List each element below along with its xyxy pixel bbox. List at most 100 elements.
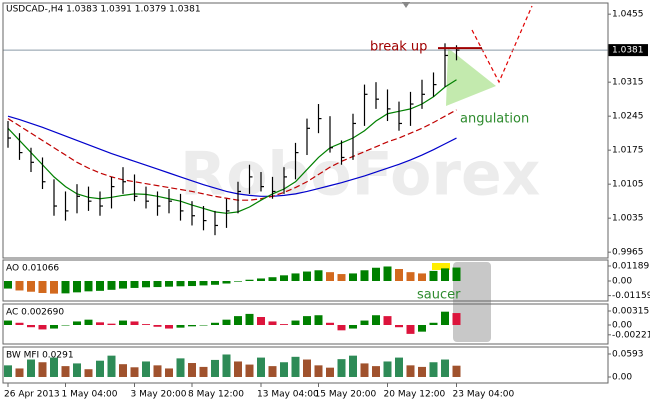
histogram-bar [50, 280, 58, 294]
histogram-bar [222, 354, 231, 377]
histogram-bar [452, 313, 461, 325]
histogram-bar [107, 323, 116, 325]
histogram-bar [4, 365, 12, 377]
histogram-bar [199, 324, 208, 326]
histogram-bar [234, 316, 242, 325]
current-price-box [608, 44, 648, 57]
histogram-bar [406, 324, 415, 334]
histogram-bar [280, 275, 288, 281]
histogram-bar [441, 268, 449, 281]
histogram-bar [280, 324, 288, 325]
histogram-bar [130, 367, 139, 377]
x-tick-label: 26 Apr 2013 [4, 390, 60, 400]
y-tick-label: 1.0105 [612, 180, 644, 190]
x-tick-label: 3 May 20:00 [131, 390, 187, 400]
x-tick-label: 8 May 12:00 [188, 390, 244, 400]
histogram-bar [73, 363, 81, 377]
histogram-bar [73, 321, 81, 325]
histogram-bar [245, 313, 254, 325]
histogram-bar [268, 321, 277, 325]
histogram-bar [188, 324, 196, 327]
histogram-bar [360, 270, 369, 281]
x-tick-label: 23 May 04:00 [453, 390, 515, 400]
histogram-bar [429, 322, 438, 325]
histogram-bar [27, 359, 35, 377]
histogram-bar [234, 280, 242, 282]
histogram-bar [406, 365, 415, 377]
projection [471, 5, 533, 84]
histogram-bar [15, 322, 24, 325]
histogram-bar [395, 269, 403, 281]
panel-title: BW MFI 0.0291 [6, 351, 74, 361]
histogram-bar [268, 366, 277, 377]
histogram-bar [452, 267, 461, 281]
histogram-bar [245, 279, 254, 281]
y-tick-label: 1.0035 [612, 214, 644, 224]
histogram-bar [326, 322, 334, 325]
histogram-bar [349, 355, 357, 377]
histogram-bar [326, 272, 334, 281]
histogram-bar [176, 358, 185, 377]
y-tick-label: 1.0245 [612, 112, 644, 122]
histogram-bar [418, 273, 426, 281]
plot-layer: 1.0455 1.0315 1.0245 1.0175 1.0105 1.0035 0.99… [3, 10, 650, 400]
histogram-bar [142, 361, 150, 377]
histogram-bar [176, 280, 185, 287]
histogram-bar [107, 280, 116, 290]
histogram-bar [84, 369, 93, 377]
histogram-bar [314, 315, 323, 325]
histogram-bar [130, 280, 139, 288]
histogram-bar [418, 324, 426, 332]
chart-title: USDCAD-,H4 1.0383 1.0391 1.0379 1.0381 [6, 5, 201, 15]
histogram-bar [418, 366, 426, 377]
histogram-bar [280, 362, 288, 377]
histogram-bar [314, 365, 323, 377]
histogram-bar [222, 280, 231, 284]
histogram-bar [142, 324, 150, 325]
histogram-bar [360, 363, 369, 377]
histogram-bar [372, 366, 380, 377]
watermark: RoboForex [180, 140, 540, 210]
histogram-bar [15, 280, 24, 291]
annotation: saucer [417, 288, 461, 303]
histogram-bar [27, 280, 35, 292]
histogram-bar [372, 267, 380, 281]
histogram-bar [337, 274, 346, 281]
indicator-line [7, 115, 457, 197]
histogram-bar [61, 366, 70, 377]
y-tick-label: 0.00 [612, 276, 632, 286]
histogram-bar [84, 319, 93, 325]
panel-title: AO 0.01066 [6, 264, 59, 274]
histogram-bar [222, 319, 231, 325]
ao-frame [2, 259, 609, 302]
scroll-marker [402, 2, 410, 8]
histogram-bar [395, 357, 403, 377]
y-tick-label: 1.0175 [612, 146, 644, 156]
histogram-bar [303, 316, 311, 325]
histogram-bar [4, 280, 12, 289]
histogram-bar [429, 362, 438, 377]
histogram-bar [326, 367, 334, 377]
y-tick-label: 0.00 [612, 372, 632, 382]
histogram-bar [38, 362, 47, 377]
y-tick-label: 0.0593 [612, 349, 644, 359]
y-tick-label: 0.00315 [612, 307, 649, 317]
histogram-bar [130, 321, 139, 325]
histogram-bar [360, 320, 369, 325]
histogram-bar [383, 361, 392, 377]
y-tick-label: -0.01159 [612, 291, 650, 301]
indicator-line [7, 79, 457, 214]
highlight-box [453, 262, 491, 342]
histogram-bar [119, 320, 127, 325]
x-tick-label: 20 May 12:00 [384, 390, 446, 400]
panel-title: AC 0.002690 [6, 308, 64, 318]
histogram-bar [61, 280, 70, 294]
histogram-bar [337, 324, 346, 331]
y-tick-label: -0.00221 [612, 330, 650, 340]
y-tick-label: 0.00 [612, 320, 632, 330]
histogram-bar [303, 271, 311, 281]
histogram-bar [234, 361, 242, 377]
current-price-label: 1.0381 [612, 46, 644, 56]
